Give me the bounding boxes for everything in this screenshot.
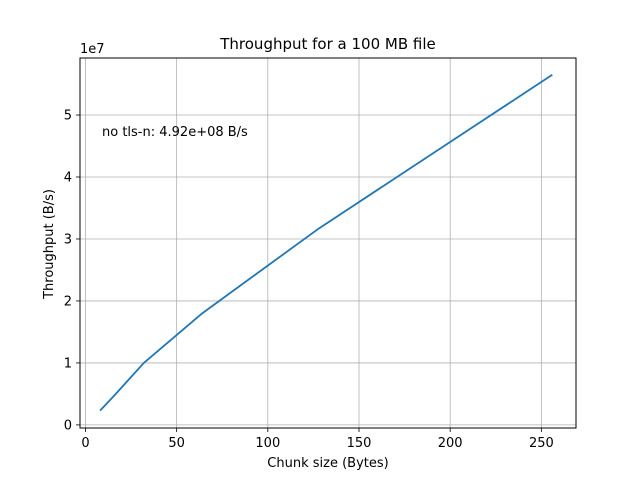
- x-tick-label: 100: [255, 436, 280, 451]
- y-tick-label: 1: [64, 356, 72, 371]
- chart-title: Throughput for a 100 MB file: [219, 35, 436, 53]
- y-offset-label: 1e7: [80, 42, 105, 57]
- series-line: [99, 73, 553, 412]
- y-tick-label: 0: [64, 418, 72, 433]
- x-tick-label: 50: [168, 436, 185, 451]
- x-tick-label: 250: [529, 436, 554, 451]
- x-tick-label: 150: [347, 436, 372, 451]
- annotation-text: no tls-n: 4.92e+08 B/s: [102, 125, 248, 140]
- x-axis-label: Chunk size (Bytes): [267, 456, 388, 471]
- grid-lines: [80, 58, 576, 428]
- x-tick-label: 200: [438, 436, 463, 451]
- x-tick-label: 0: [81, 436, 89, 451]
- ticks: 0 50 100 150 200 250 0 1 2 3 4 5: [64, 109, 554, 451]
- y-tick-label: 2: [64, 294, 72, 309]
- series-group: [99, 73, 553, 412]
- y-axis-label: Throughput (B/s): [42, 189, 57, 300]
- y-tick-label: 4: [64, 170, 72, 185]
- y-tick-label: 5: [64, 109, 72, 124]
- axes-frame: [79, 57, 577, 429]
- y-tick-label: 3: [64, 232, 72, 247]
